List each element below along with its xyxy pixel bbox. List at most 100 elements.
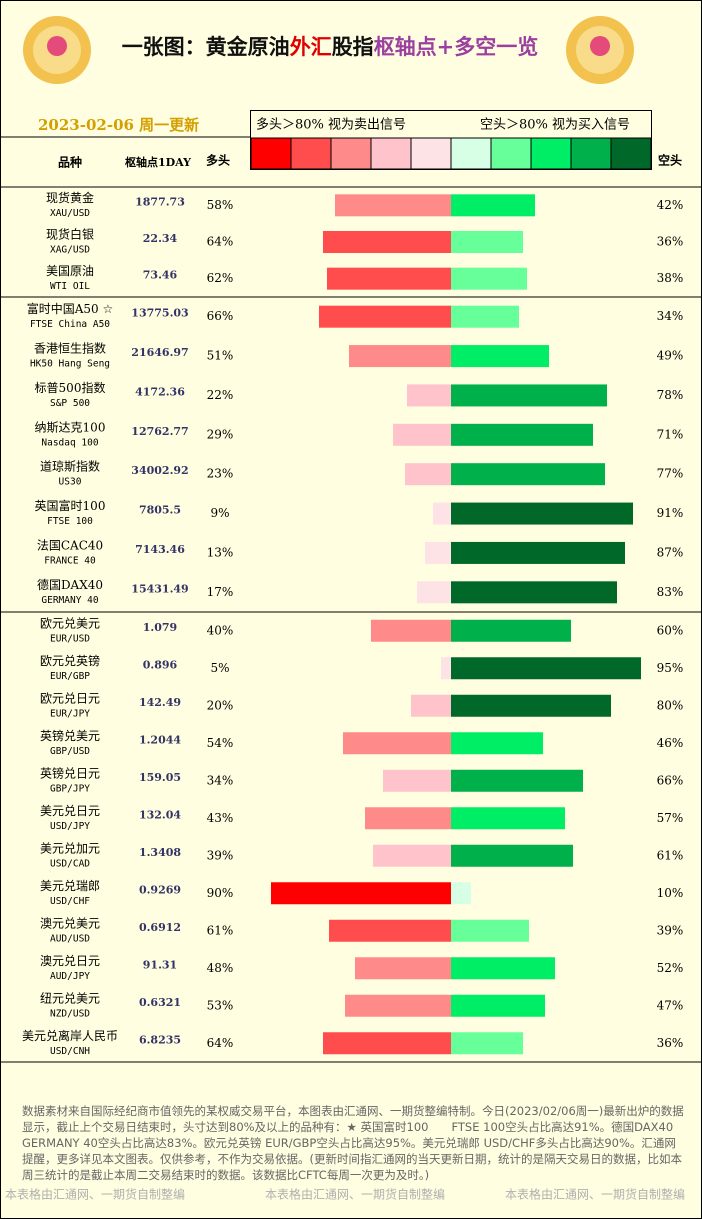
long-bar	[417, 581, 451, 604]
title-part: 股指	[332, 34, 374, 59]
pivot: 7143.46	[135, 543, 185, 556]
date: 2023-02-06 周一更新	[38, 116, 199, 134]
row-name: 美元兑日元	[40, 804, 100, 818]
long-bar	[323, 231, 451, 253]
legend-swatch	[570, 137, 612, 170]
long-bar	[319, 305, 451, 328]
long-bar	[345, 994, 451, 1017]
short-label: 47%	[657, 998, 684, 1012]
long-bar	[371, 619, 451, 642]
short-bar	[451, 267, 527, 290]
long-label: 58%	[207, 198, 234, 212]
long-label: 51%	[207, 349, 234, 363]
legend-swatch	[290, 137, 332, 170]
header-long: 多头	[206, 153, 230, 168]
pivot: 0.6321	[139, 996, 181, 1009]
short-bar	[451, 844, 573, 867]
row-code: Nasdaq 100	[41, 437, 98, 448]
credit: 本表格由汇通网、一期货自制整编	[5, 1187, 185, 1202]
long-bar	[407, 384, 451, 407]
short-label: 39%	[657, 923, 684, 937]
pivot: 0.6912	[139, 921, 181, 934]
row-code: FTSE 100	[47, 516, 93, 527]
pivot: 6.8235	[139, 1033, 181, 1046]
logo-left	[23, 16, 91, 84]
legend-long: 多头＞80% 视为卖出信号	[256, 117, 406, 133]
credit: 本表格由汇通网、一期货自制整编	[505, 1187, 685, 1202]
row-name: 富时中国A50 ☆	[27, 301, 114, 316]
pivot: 0.896	[143, 658, 178, 671]
pivot: 0.9269	[139, 883, 181, 896]
pivot: 15431.49	[131, 582, 188, 595]
short-label: 83%	[657, 585, 684, 599]
short-label: 95%	[657, 661, 684, 675]
row-code: USD/CAD	[50, 858, 90, 869]
short-bar	[451, 423, 593, 446]
short-label: 77%	[657, 467, 684, 481]
header-pivot: 枢轴点1DAY	[125, 155, 191, 169]
long-bar	[271, 882, 451, 905]
row-code: USD/CNH	[50, 1046, 90, 1057]
short-bar	[451, 463, 605, 486]
legend-swatch	[450, 137, 492, 170]
title-part: 枢轴点+多空一览	[374, 34, 539, 59]
header-short: 空头	[658, 153, 682, 168]
row-name: 欧元兑美元	[40, 616, 100, 630]
short-label: 10%	[657, 886, 684, 900]
long-label: 90%	[207, 886, 234, 900]
long-label: 53%	[207, 998, 234, 1012]
row-name: 英国富时100	[35, 498, 106, 513]
short-bar	[451, 694, 611, 717]
short-bar	[451, 619, 571, 642]
row-name: 澳元兑日元	[40, 954, 100, 968]
short-bar	[451, 957, 555, 980]
long-label: 5%	[210, 661, 229, 675]
note: 数据素材来自国际经纪商市值领先的某权威交易平台，本图表由汇通网、一期货整编特制。…	[22, 1104, 697, 1182]
long-label: 48%	[207, 961, 234, 975]
short-bar	[451, 345, 549, 368]
long-label: 40%	[207, 623, 234, 637]
long-label: 64%	[207, 235, 234, 249]
credit: 本表格由汇通网、一期货自制整编	[265, 1187, 445, 1202]
row-name: 英镑兑美元	[40, 728, 100, 743]
row-code: US30	[59, 477, 82, 488]
pivot: 1.079	[143, 621, 177, 634]
long-label: 34%	[207, 773, 234, 787]
short-label: 34%	[657, 309, 684, 323]
row-name: 美元兑离岸人民币	[22, 1028, 118, 1043]
row-name: 欧元兑英镑	[40, 653, 100, 668]
long-label: 9%	[210, 506, 229, 520]
short-label: 66%	[657, 773, 684, 787]
row-code: AUD/JPY	[50, 971, 90, 982]
pivot: 7805.5	[139, 504, 181, 517]
short-bar	[451, 769, 583, 792]
short-label: 57%	[657, 811, 684, 825]
row-code: EUR/USD	[50, 633, 90, 644]
long-label: 13%	[207, 545, 234, 559]
short-bar	[451, 384, 607, 407]
row-code: USD/CHF	[50, 896, 90, 907]
pivot: 73.46	[143, 269, 178, 282]
title-part: 一张图：黄金原油	[122, 34, 290, 59]
short-bar	[451, 502, 633, 525]
row-name: 道琼斯指数	[40, 459, 100, 474]
row-code: S&P 500	[50, 398, 90, 409]
long-bar	[441, 657, 451, 680]
long-label: 29%	[207, 427, 234, 441]
short-label: 80%	[657, 698, 684, 712]
legend-swatch	[530, 137, 572, 170]
row-code: GERMANY 40	[41, 595, 98, 606]
pivot: 34002.92	[131, 464, 188, 477]
long-bar	[405, 463, 451, 486]
short-bar	[451, 1032, 523, 1055]
short-label: 91%	[657, 506, 684, 520]
long-label: 61%	[207, 923, 234, 937]
row-name: 美国原油	[46, 264, 94, 278]
legend-swatch	[410, 137, 452, 170]
short-label: 36%	[657, 1036, 684, 1050]
long-bar	[343, 732, 451, 755]
row-name: 现货白银	[46, 227, 94, 242]
long-label: 66%	[207, 309, 234, 323]
short-bar	[451, 919, 529, 942]
row-code: FTSE China A50	[30, 319, 110, 330]
